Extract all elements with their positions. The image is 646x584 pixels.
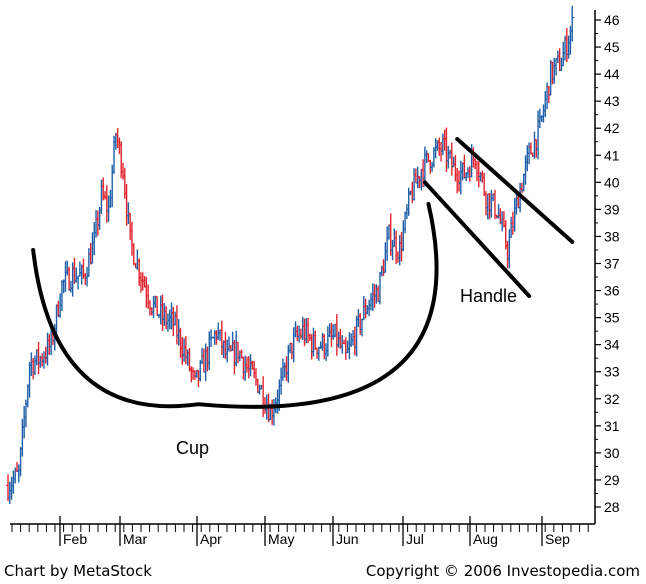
copyright-notice: Copyright © 2006 Investopedia.com (365, 562, 640, 580)
x-tick-label: Jul (406, 531, 424, 547)
price-bars (6, 5, 575, 505)
price-bar (76, 275, 81, 290)
y-tick-label: 28 (604, 499, 620, 515)
pattern-annotations: Cup Handle (31, 137, 575, 458)
y-tick-label: 39 (604, 201, 620, 217)
y-tick-label: 37 (604, 256, 620, 272)
handle-lower-line (422, 180, 532, 298)
cup-arc (31, 201, 439, 409)
y-tick-label: 41 (604, 147, 620, 163)
y-tick-label: 36 (604, 283, 620, 299)
x-tick-label: Apr (200, 531, 222, 547)
x-tick-label: Aug (473, 531, 498, 547)
y-tick-label: 44 (604, 66, 620, 82)
y-tick-label: 45 (604, 39, 620, 55)
y-tick-label: 40 (604, 174, 620, 190)
handle-upper-line (455, 137, 575, 244)
x-tick-label: May (268, 531, 294, 547)
y-tick-label: 34 (604, 337, 620, 353)
y-tick-label: 35 (604, 310, 620, 326)
x-tick-label: Sep (545, 531, 570, 547)
y-tick-label: 31 (604, 418, 620, 434)
y-tick-label: 29 (604, 472, 620, 488)
axes: 28 29 30 31 32 33 34 35 36 37 38 39 40 41 42 43 44 45 46 Fe… (10, 10, 620, 547)
chart-credit: Chart by MetaStock (4, 562, 152, 580)
x-tick-label: Feb (63, 531, 87, 547)
y-tick-label: 38 (604, 228, 620, 244)
y-tick-label: 30 (604, 445, 620, 461)
handle-label: Handle (460, 286, 517, 306)
y-tick-label: 43 (604, 93, 620, 109)
y-tick-label: 46 (604, 12, 620, 28)
y-tick-label: 32 (604, 391, 620, 407)
cup-label: Cup (176, 438, 209, 458)
y-tick-label: 33 (604, 364, 620, 380)
x-tick-label: Mar (123, 531, 147, 547)
price-bar (570, 5, 575, 42)
x-tick-label: Jun (336, 531, 359, 547)
y-tick-label: 42 (604, 120, 620, 136)
